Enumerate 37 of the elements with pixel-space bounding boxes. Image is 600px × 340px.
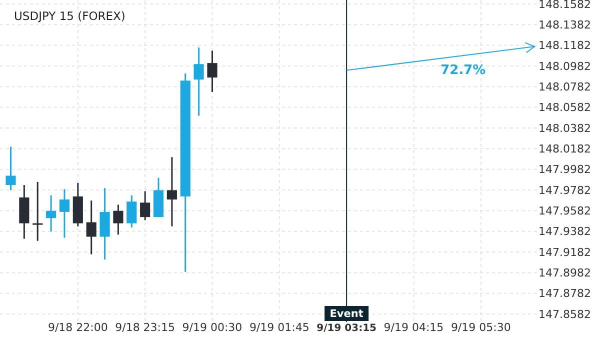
y-tick-label: 147.8982 bbox=[538, 266, 591, 280]
candlestick bbox=[113, 204, 124, 236]
y-tick-label: 148.0982 bbox=[538, 60, 591, 73]
x-tick-label: 9/19 04:15 bbox=[384, 321, 444, 334]
x-tick-label: 9/18 23:15 bbox=[115, 321, 176, 334]
y-tick-label: 148.0382 bbox=[538, 122, 591, 135]
y-tick-label: 147.9782 bbox=[538, 184, 591, 197]
candlestick bbox=[126, 194, 137, 228]
x-tick-label: 9/19 03:15 bbox=[316, 323, 377, 334]
y-tick-label: 148.1382 bbox=[538, 18, 591, 32]
y-tick-label: 147.8782 bbox=[538, 287, 591, 300]
y-tick-label: 147.9382 bbox=[538, 225, 591, 238]
candlestick bbox=[194, 46, 204, 117]
candlestick bbox=[207, 50, 218, 93]
y-tick-label: 148.0782 bbox=[538, 80, 591, 94]
candlestick bbox=[59, 188, 70, 239]
x-tick-label: 9/19 00:30 bbox=[182, 321, 242, 334]
y-tick-label: 147.9182 bbox=[538, 246, 591, 259]
x-tick-label: 9/19 01:45 bbox=[249, 321, 310, 334]
y-tick-label: 148.1182 bbox=[538, 39, 591, 52]
y-tick-label: 148.0182 bbox=[538, 142, 591, 156]
y-tick-label: 147.9582 bbox=[538, 204, 591, 218]
candlestick bbox=[166, 156, 177, 228]
x-tick-label: 9/18 22:00 bbox=[48, 321, 108, 334]
candlestick bbox=[140, 190, 150, 221]
y-tick-label: 148.0582 bbox=[538, 101, 591, 114]
y-tick-label: 147.9982 bbox=[538, 163, 591, 176]
y-tick-label: 147.8582 bbox=[538, 308, 591, 321]
y-tick-label: 148.1582 bbox=[538, 0, 591, 11]
candlestick bbox=[32, 181, 43, 242]
candlestick bbox=[86, 200, 96, 256]
annotation: 72.7% bbox=[440, 63, 486, 78]
ref-line-label: Event bbox=[330, 308, 364, 320]
candlestick bbox=[46, 194, 56, 232]
x-tick-label: 9/19 05:30 bbox=[450, 321, 511, 334]
text: USDJPY 15 (FOREX) bbox=[14, 9, 126, 23]
candlestick bbox=[6, 146, 16, 191]
